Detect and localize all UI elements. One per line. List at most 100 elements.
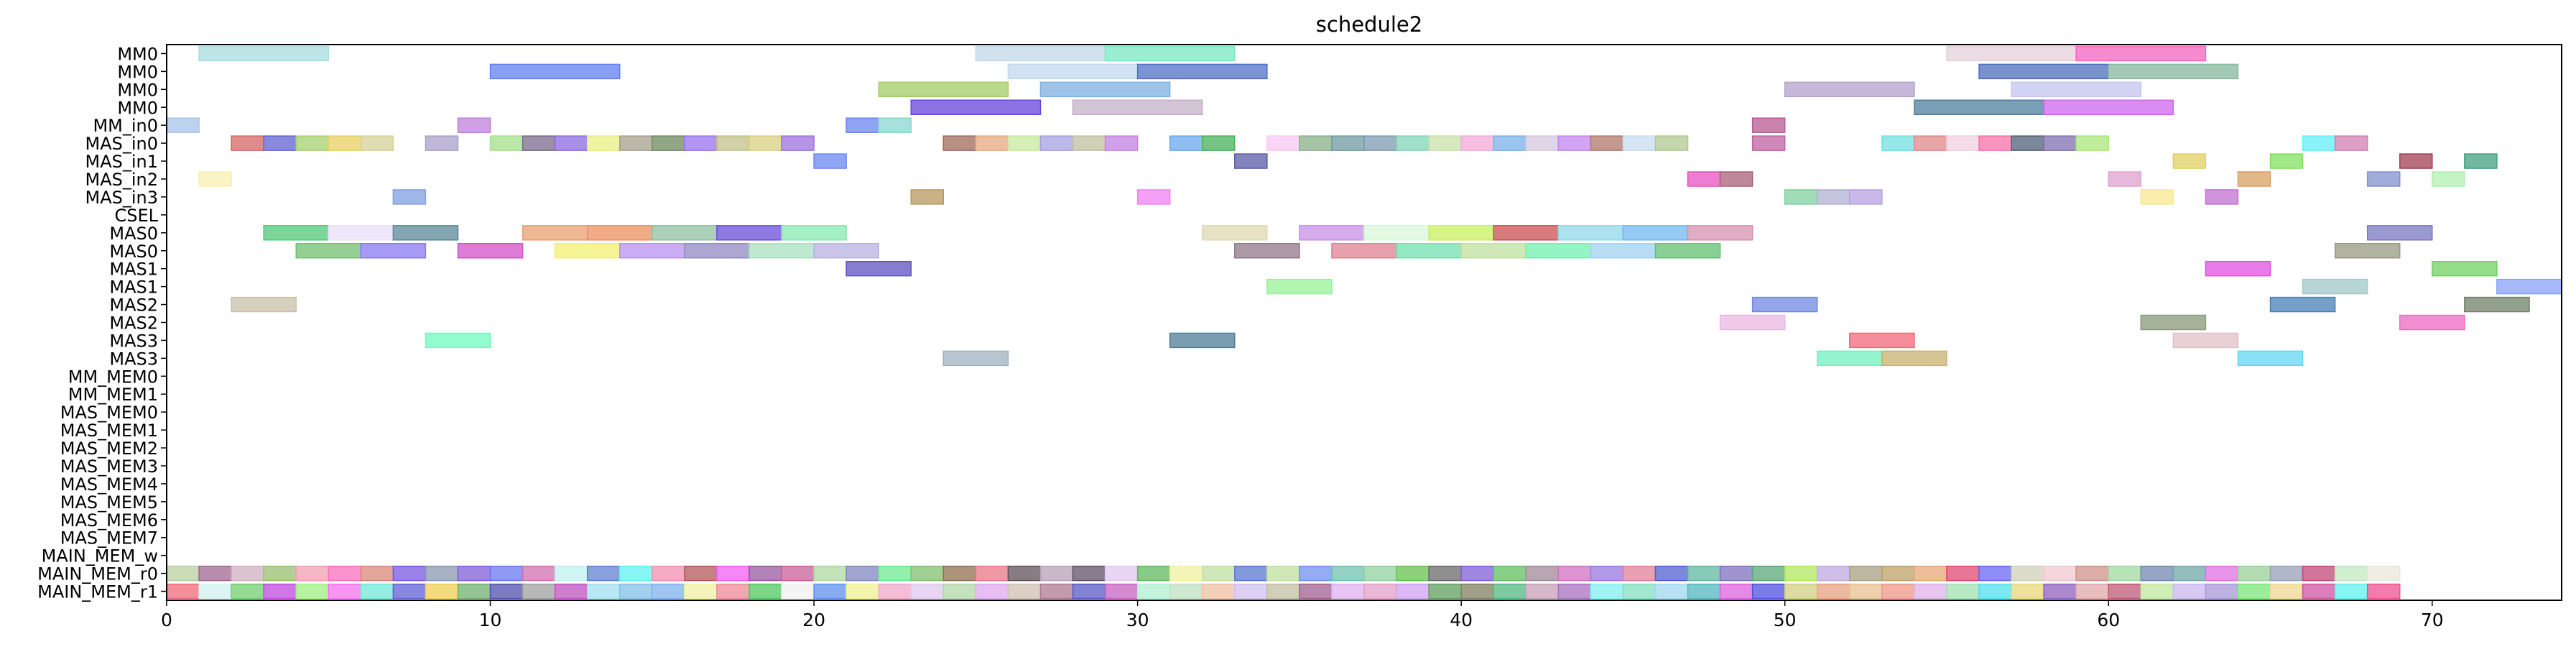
- memory-access-bar: [2075, 583, 2109, 600]
- row-label: MAS_MEM4: [60, 474, 158, 495]
- task-bar: [1201, 135, 1236, 151]
- memory-access-bar: [1557, 583, 1592, 600]
- task-bar: [2140, 189, 2174, 205]
- task-bar: [1007, 135, 1042, 151]
- memory-access-bar: [1914, 583, 1947, 600]
- task-bar: [1493, 225, 1560, 241]
- task-bar: [1104, 135, 1139, 151]
- memory-access-bar: [1751, 565, 1786, 582]
- task-bar: [1817, 350, 1883, 367]
- memory-access-bar: [2302, 565, 2336, 582]
- memory-access-bar: [1169, 583, 1203, 600]
- memory-access-bar: [2366, 583, 2401, 600]
- memory-access-bar: [878, 565, 912, 582]
- memory-access-bar: [2269, 583, 2304, 600]
- memory-access-bar: [1363, 565, 1397, 582]
- x-tick-label: 10: [479, 610, 502, 630]
- memory-access-bar: [1784, 583, 1818, 600]
- memory-access-bar: [845, 583, 879, 600]
- task-bar: [2172, 153, 2207, 169]
- task-bar: [166, 117, 200, 133]
- memory-access-bar: [942, 583, 977, 600]
- row-label: MAS3: [109, 349, 158, 369]
- memory-access-bar: [1525, 583, 1560, 600]
- memory-access-bar: [1396, 583, 1430, 600]
- x-tick-label: 40: [1450, 610, 1473, 630]
- memory-access-bar: [2334, 565, 2368, 582]
- memory-access-bar: [166, 565, 200, 582]
- memory-access-bar: [2140, 565, 2174, 582]
- task-bar: [2172, 332, 2239, 349]
- task-bar: [328, 135, 362, 151]
- memory-access-bar: [1817, 565, 1850, 582]
- row-label: MAS_MEM5: [60, 492, 158, 513]
- memory-access-bar: [2172, 583, 2207, 600]
- memory-access-bar: [910, 583, 945, 600]
- memory-access-bar: [716, 583, 750, 600]
- memory-access-bar: [2237, 583, 2271, 600]
- memory-access-bar: [1104, 583, 1139, 600]
- memory-access-bar: [1039, 583, 1074, 600]
- memory-access-bar: [1946, 583, 1980, 600]
- memory-access-bar: [522, 583, 556, 600]
- memory-access-bar: [1654, 583, 1689, 600]
- memory-access-bar: [2237, 565, 2271, 582]
- task-bar: [2237, 350, 2304, 367]
- task-bar: [1266, 135, 1300, 151]
- memory-access-bar: [1525, 565, 1560, 582]
- task-bar: [1849, 332, 1915, 349]
- memory-access-bar: [1266, 583, 1300, 600]
- memory-access-bar: [1039, 565, 1074, 582]
- task-bar: [1234, 153, 1268, 169]
- memory-access-bar: [2205, 565, 2239, 582]
- task-bar: [1234, 243, 1300, 259]
- memory-access-bar: [1719, 565, 1753, 582]
- task-bar: [1136, 189, 1171, 205]
- memory-access-bar: [2108, 565, 2142, 582]
- task-bar: [1363, 225, 1430, 241]
- memory-access-bar: [1978, 565, 2012, 582]
- task-bar: [716, 135, 750, 151]
- memory-access-bar: [2043, 565, 2077, 582]
- memory-access-bar: [554, 583, 588, 600]
- task-bar: [2432, 260, 2498, 277]
- task-bar: [2399, 153, 2433, 169]
- x-tick-label: 60: [2097, 610, 2120, 630]
- task-bar: [1428, 225, 1494, 241]
- task-bar: [1719, 171, 1753, 187]
- task-bar: [2108, 63, 2239, 80]
- memory-access-bar: [1622, 583, 1657, 600]
- task-bar: [2205, 260, 2271, 277]
- memory-access-bar: [489, 565, 524, 582]
- row-label: MM_MEM1: [68, 385, 158, 405]
- task-bar: [1622, 135, 1657, 151]
- task-bar: [231, 135, 264, 151]
- memory-access-bar: [1428, 583, 1462, 600]
- row-label: MAS_in2: [85, 170, 158, 190]
- memory-access-bar: [1136, 583, 1171, 600]
- task-bar: [1039, 81, 1171, 98]
- task-bar: [1072, 135, 1106, 151]
- task-bar: [942, 350, 1009, 367]
- task-bar: [2464, 153, 2498, 169]
- memory-access-bar: [1072, 565, 1106, 582]
- memory-access-bar: [522, 565, 556, 582]
- memory-access-bar: [1719, 583, 1753, 600]
- task-bar: [1849, 189, 1883, 205]
- task-bar: [1007, 63, 1139, 80]
- memory-access-bar: [1946, 565, 1980, 582]
- task-bar: [2140, 314, 2207, 331]
- task-bar: [910, 99, 1042, 115]
- task-bar: [845, 117, 879, 133]
- x-axis-ticks: 0 10 20 30 40 50 60 70: [161, 600, 2444, 630]
- memory-access-bar: [1201, 583, 1236, 600]
- row-label: MAS2: [109, 313, 158, 334]
- memory-access-bar: [2140, 583, 2174, 600]
- memory-access-bar: [457, 583, 491, 600]
- memory-access-bar: [2302, 583, 2336, 600]
- task-bar: [522, 135, 556, 151]
- memory-access-bar: [586, 583, 621, 600]
- task-bar: [360, 243, 427, 259]
- memory-access-bar: [942, 565, 977, 582]
- memory-access-bar: [1169, 565, 1203, 582]
